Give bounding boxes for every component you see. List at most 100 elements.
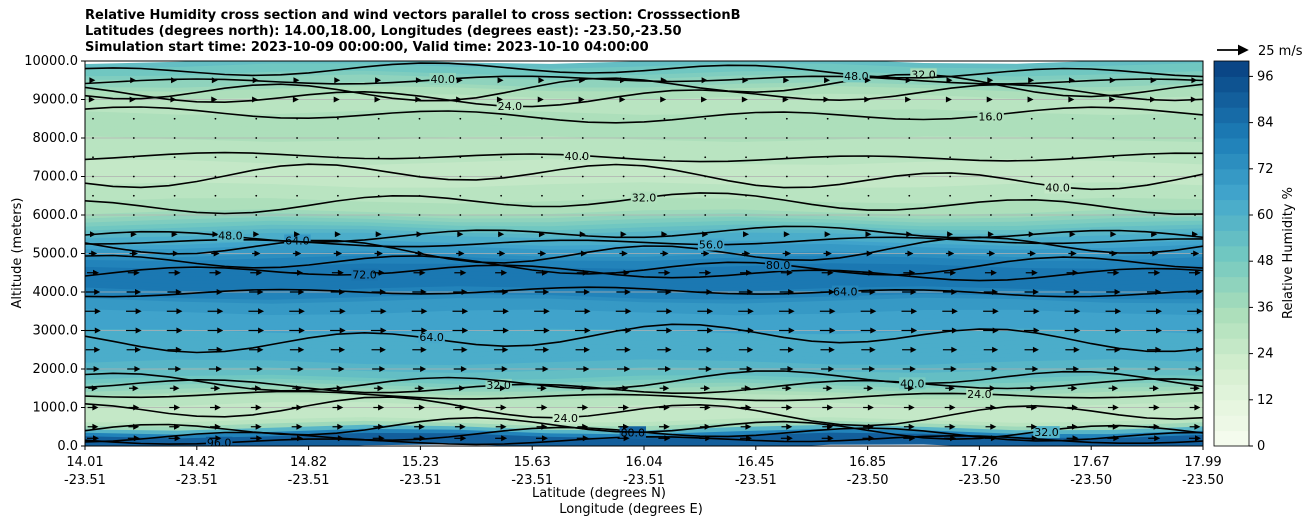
- contour-label: 40.0: [900, 377, 925, 390]
- contour-label: 64.0: [833, 286, 858, 299]
- contour-label-bg: [563, 149, 591, 162]
- contour-label: 72.0: [352, 269, 377, 282]
- wind-vector-head: [788, 289, 795, 295]
- wind-vector-head: [1196, 346, 1203, 353]
- wind-vector: [1071, 175, 1074, 178]
- wind-vector-head: [214, 423, 221, 430]
- title-line-3: Simulation start time: 2023-10-09 00:00:…: [85, 40, 649, 55]
- wind-vector-head: [1028, 231, 1035, 238]
- wind-vector-head: [986, 96, 993, 103]
- wind-vector-head: [457, 231, 464, 238]
- wind-vector: [500, 137, 503, 139]
- wind-vector-head: [868, 269, 875, 276]
- humidity-band: [85, 192, 1203, 204]
- wind-vector-head: [746, 366, 753, 372]
- wind-vector-head: [829, 308, 836, 315]
- wind-vector-head: [908, 423, 915, 430]
- wind-vector-head: [417, 250, 424, 257]
- wind-vector-head: [212, 231, 219, 238]
- wind-vector: [704, 156, 707, 159]
- contour-label-bg: [351, 268, 378, 281]
- wind-vector-head: [216, 289, 223, 295]
- wind-vector: [377, 175, 380, 178]
- wind-vector: [826, 137, 829, 139]
- wind-vector-head: [869, 289, 876, 295]
- y-tick-label: 6000.0: [33, 208, 79, 223]
- wind-vector-head: [460, 435, 467, 442]
- wind-vector: [949, 175, 952, 178]
- wind-vector-head: [296, 404, 303, 411]
- wind-vector-head: [339, 327, 346, 334]
- wind-vector: [1030, 214, 1033, 216]
- wind-vector: [500, 117, 503, 120]
- wind-vector-head: [1153, 423, 1160, 430]
- wind-vector: [745, 214, 747, 216]
- y-tick-label: 4000.0: [33, 285, 79, 300]
- wind-vector: [132, 214, 135, 216]
- wind-vector-head: [1113, 435, 1120, 442]
- wind-vector-head: [706, 346, 713, 353]
- wind-vector-head: [866, 250, 873, 257]
- wind-vector-head: [665, 346, 672, 353]
- x-tick-label-lat: 14.42: [178, 455, 215, 470]
- wind-vector-head: [870, 327, 877, 334]
- wind-vector-head: [256, 269, 263, 276]
- wind-vector-head: [583, 366, 590, 372]
- wind-vector-head: [747, 327, 754, 334]
- wind-vector-head: [701, 96, 708, 103]
- wind-vector-head: [298, 327, 305, 334]
- wind-vector-head: [379, 289, 386, 295]
- wind-vector-head: [864, 77, 871, 84]
- wind-vector-head: [215, 435, 222, 442]
- wind-vector-head: [538, 77, 545, 84]
- wind-vector: [949, 214, 952, 216]
- wind-vector: [1153, 137, 1156, 139]
- humidity-band: [85, 239, 1203, 250]
- contour-lines: 96.0 80.0 32.0 24.0 24.0 32.0 40.0 64.0 64.0 72.0…: [85, 62, 1203, 446]
- wind-vector-head: [215, 269, 222, 276]
- contour-line: [85, 254, 1203, 276]
- wind-vector: [336, 175, 339, 178]
- wind-vector-head: [704, 404, 711, 411]
- wind-vector-head: [1194, 404, 1201, 411]
- wind-vector-head: [540, 250, 547, 257]
- wind-vector-head: [910, 289, 917, 295]
- wind-vector-head: [992, 308, 999, 315]
- wind-vector-head: [826, 385, 833, 392]
- contour-label: 40.0: [1045, 181, 1070, 194]
- wind-vector-head: [905, 77, 912, 84]
- wind-vector-head: [378, 423, 385, 430]
- title-line-2: Latitudes (degrees north): 14.00,18.00, …: [85, 24, 682, 39]
- colorbar-segment: [1214, 353, 1249, 370]
- x-tick-label-lon: -23.51: [623, 473, 665, 488]
- wind-vector-head: [1195, 269, 1201, 276]
- wind-vector-head: [827, 423, 834, 430]
- wind-vector: [459, 175, 462, 178]
- wind-vector: [1194, 137, 1196, 139]
- colorbar-tick-label: 72: [1257, 162, 1274, 177]
- wind-vector-head: [543, 308, 550, 315]
- colorbar-segment: [1214, 292, 1249, 308]
- colorbar-tick-label: 84: [1257, 116, 1274, 131]
- wind-vector: [622, 156, 625, 159]
- wind-vector-head: [377, 385, 384, 392]
- wind-vector: [296, 137, 298, 139]
- wind-vector-head: [746, 435, 753, 442]
- wind-vector-head: [622, 404, 629, 411]
- wind-vector-head: [375, 231, 382, 238]
- wind-vector: [785, 156, 788, 159]
- wind-vector-head: [292, 96, 299, 103]
- wind-vector-head: [786, 423, 793, 430]
- wind-vector-head: [133, 404, 140, 411]
- wind-vector: [296, 194, 298, 197]
- wind-vector-head: [951, 346, 958, 353]
- wind-vector-head: [418, 423, 425, 430]
- wind-vector-head: [459, 404, 466, 411]
- wind-vector-head: [665, 366, 672, 372]
- wind-vector-head: [707, 327, 714, 334]
- wind-vector-head: [255, 385, 262, 392]
- wind-vector-head: [664, 435, 671, 442]
- wind-vector: [418, 117, 421, 120]
- contour-label: 40.0: [431, 73, 456, 86]
